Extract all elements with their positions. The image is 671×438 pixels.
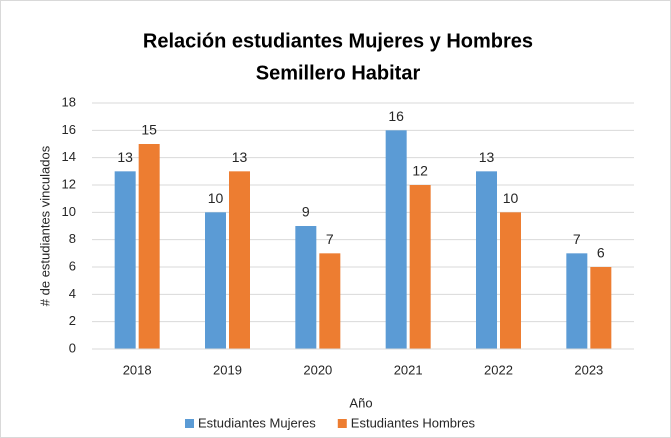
y-tick-label: 18: [62, 94, 76, 109]
x-axis-title: Año: [349, 395, 372, 410]
x-tick-label: 2020: [303, 362, 332, 377]
x-tick-label: 2021: [394, 362, 423, 377]
value-label: 7: [573, 231, 581, 247]
x-tick-label: 2018: [123, 362, 152, 377]
bar: [476, 171, 497, 349]
bar: [138, 144, 160, 349]
bar: [114, 171, 136, 349]
bar: [319, 253, 341, 349]
bar: [229, 171, 250, 349]
value-label: 16: [388, 108, 404, 124]
bar: [295, 226, 317, 349]
value-label: 10: [208, 190, 224, 206]
bar: [566, 253, 588, 349]
value-label: 12: [412, 163, 428, 179]
chart-title: Semillero Habitar: [256, 62, 421, 84]
value-label: 13: [479, 149, 495, 165]
value-label: 6: [597, 245, 605, 261]
y-tick-label: 10: [62, 204, 76, 219]
y-tick-label: 16: [62, 122, 76, 137]
y-tick-label: 4: [69, 286, 76, 301]
legend-label: Estudiantes Mujeres: [198, 415, 316, 430]
value-label: 9: [302, 204, 310, 220]
y-tick-label: 12: [62, 176, 76, 191]
x-tick-label: 2023: [574, 362, 603, 377]
chart-title: Relación estudiantes Mujeres y Hombres: [143, 30, 533, 52]
value-label: 13: [232, 149, 248, 165]
legend-label: Estudiantes Hombres: [351, 415, 476, 430]
legend-swatch: [337, 419, 347, 428]
value-label: 15: [141, 122, 157, 138]
y-tick-label: 0: [69, 340, 76, 355]
y-tick-label: 2: [69, 313, 76, 328]
y-axis-title: # de estudiantes vinculados: [37, 145, 52, 306]
bar: [590, 267, 612, 349]
bar: [205, 212, 226, 349]
bar: [409, 185, 431, 349]
bar: [500, 212, 521, 349]
legend-swatch: [185, 419, 194, 428]
value-label: 10: [503, 190, 519, 206]
y-tick-label: 8: [69, 231, 76, 246]
x-tick-label: 2019: [213, 362, 242, 377]
y-tick-label: 6: [69, 258, 76, 273]
y-tick-label: 14: [62, 149, 76, 164]
x-tick-label: 2022: [484, 362, 513, 377]
value-label: 13: [117, 149, 133, 165]
bar: [385, 130, 407, 349]
value-label: 7: [326, 231, 334, 247]
